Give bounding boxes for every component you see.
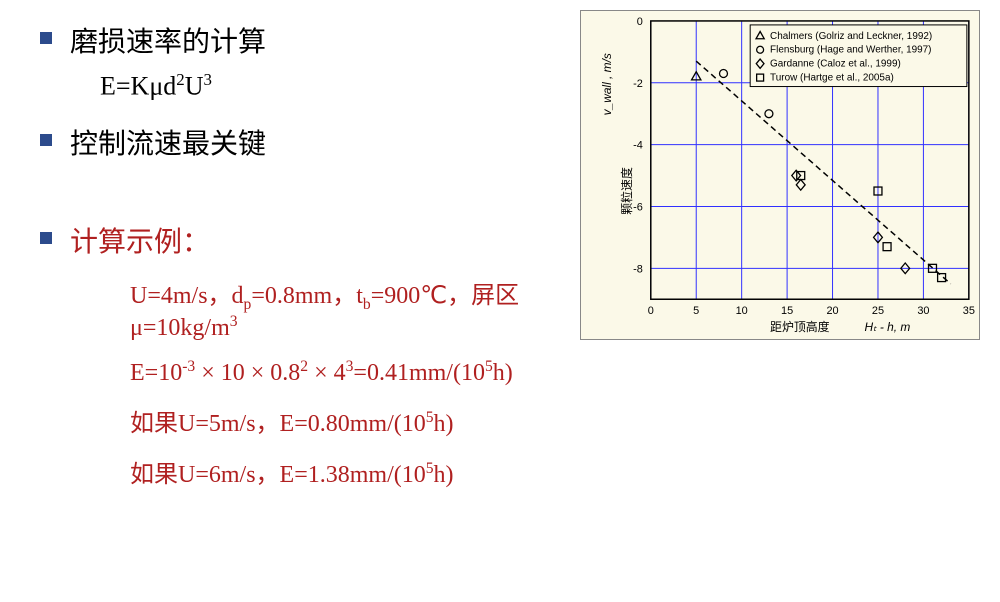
svg-text:20: 20 (826, 305, 838, 317)
svg-text:距炉顶高度: 距炉顶高度 (770, 320, 830, 334)
svg-text:0: 0 (637, 16, 643, 28)
bullet-3-title: 计算示例： (70, 220, 210, 260)
svg-text:-4: -4 (633, 140, 643, 152)
example-block: U=4m/s，dp=0.8mm，tb=900℃，屏区μ=10kg/m3 E=10… (130, 275, 580, 490)
example-line-4: 如果U=6m/s，E=1.38mm/(105h) (130, 454, 580, 489)
bullet-2-text: 控制流速最关键 (70, 122, 266, 162)
svg-text:25: 25 (872, 305, 884, 317)
svg-text:Hₜ - h, m: Hₜ - h, m (864, 320, 910, 334)
svg-text:Gardanne (Caloz et al., 1999): Gardanne (Caloz et al., 1999) (770, 59, 901, 70)
example-line-1: U=4m/s，dp=0.8mm，tb=900℃，屏区μ=10kg/m3 (130, 275, 580, 343)
svg-text:Turow (Hartge et al., 200: Turow (Hartge et al., 2005a) (770, 73, 894, 84)
svg-text:10: 10 (736, 305, 748, 317)
bullet-icon (40, 32, 52, 44)
svg-text:-6: -6 (633, 201, 643, 213)
formula-equation: E=Kμd2U3 (100, 70, 580, 102)
svg-text:v_wall , m/s: v_wall , m/s (600, 53, 614, 115)
svg-text:Chalmers (Golriz and Leckner,: Chalmers (Golriz and Leckner, 1992) (770, 31, 932, 42)
scatter-chart: 0 5 10 15 20 25 30 35 0 -2 -4 -6 -8 距炉顶高度 Hₜ - h, m v_w… (580, 10, 980, 340)
svg-text:颗粒速度: 颗粒速度 (620, 167, 634, 215)
svg-text:35: 35 (963, 305, 975, 317)
bullet-icon (40, 134, 52, 146)
svg-text:15: 15 (781, 305, 793, 317)
bullet-1-text: 磨损速率的计算 (70, 20, 266, 60)
svg-text:30: 30 (917, 305, 929, 317)
svg-text:Flensburg (Hage and Werther, 1: Flensburg (Hage and Werther, 1997) (770, 45, 931, 56)
example-line-3: 如果U=5m/s，E=0.80mm/(105h) (130, 403, 580, 438)
svg-text:-2: -2 (633, 78, 643, 90)
bullet-icon (40, 232, 52, 244)
svg-text:-8: -8 (633, 263, 643, 275)
example-line-2: E=10-3 × 10 × 0.82 × 43=0.41mm/(105h) (130, 358, 580, 387)
svg-text:5: 5 (693, 305, 699, 317)
svg-text:0: 0 (648, 305, 654, 317)
